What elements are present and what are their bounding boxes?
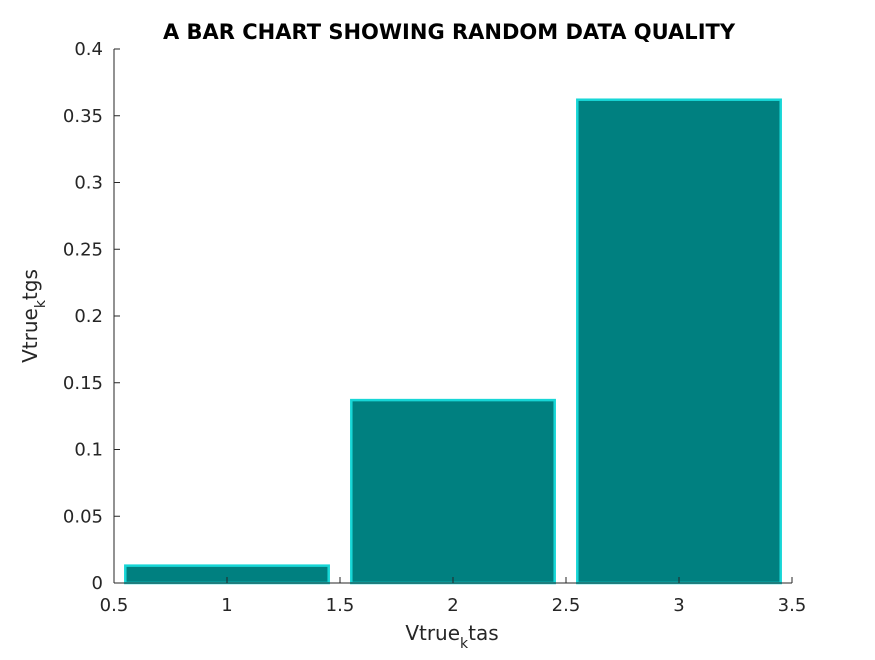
- y-tick-label: 0.4: [74, 39, 103, 60]
- bar-2: [350, 398, 556, 585]
- x-tick-label: 3.5: [778, 595, 807, 616]
- x-tick-label: 1: [221, 595, 232, 616]
- x-ticks: 0.5 1 1.5 2 2.5 3 3.5: [100, 577, 807, 616]
- y-ticks: 0 0.05 0.1 0.15 0.2 0.25 0.3 0.35 0.4: [63, 39, 120, 594]
- y-tick-label: 0: [92, 573, 103, 594]
- y-tick-label: 0.15: [63, 373, 103, 394]
- x-tick-label: 2.5: [552, 595, 581, 616]
- chart-title: A BAR CHART SHOWING RANDOM DATA QUALITY: [163, 20, 736, 44]
- x-tick-label: 2: [447, 595, 458, 616]
- y-tick-label: 0.25: [63, 239, 103, 260]
- y-tick-label: 0.1: [74, 440, 103, 461]
- x-tick-label: 3: [673, 595, 684, 616]
- y-tick-label: 0.05: [63, 506, 103, 527]
- y-tick-label: 0.3: [74, 173, 103, 194]
- y-axis-label: Vtruektgs: [18, 269, 49, 363]
- bar-3: [576, 98, 782, 585]
- x-axis-label: Vtruektas: [405, 621, 498, 652]
- y-tick-label: 0.35: [63, 106, 103, 127]
- y-tick-label: 0.2: [74, 306, 103, 327]
- x-tick-label: 1.5: [326, 595, 355, 616]
- x-tick-label: 0.5: [100, 595, 129, 616]
- bars-layer: [124, 98, 782, 585]
